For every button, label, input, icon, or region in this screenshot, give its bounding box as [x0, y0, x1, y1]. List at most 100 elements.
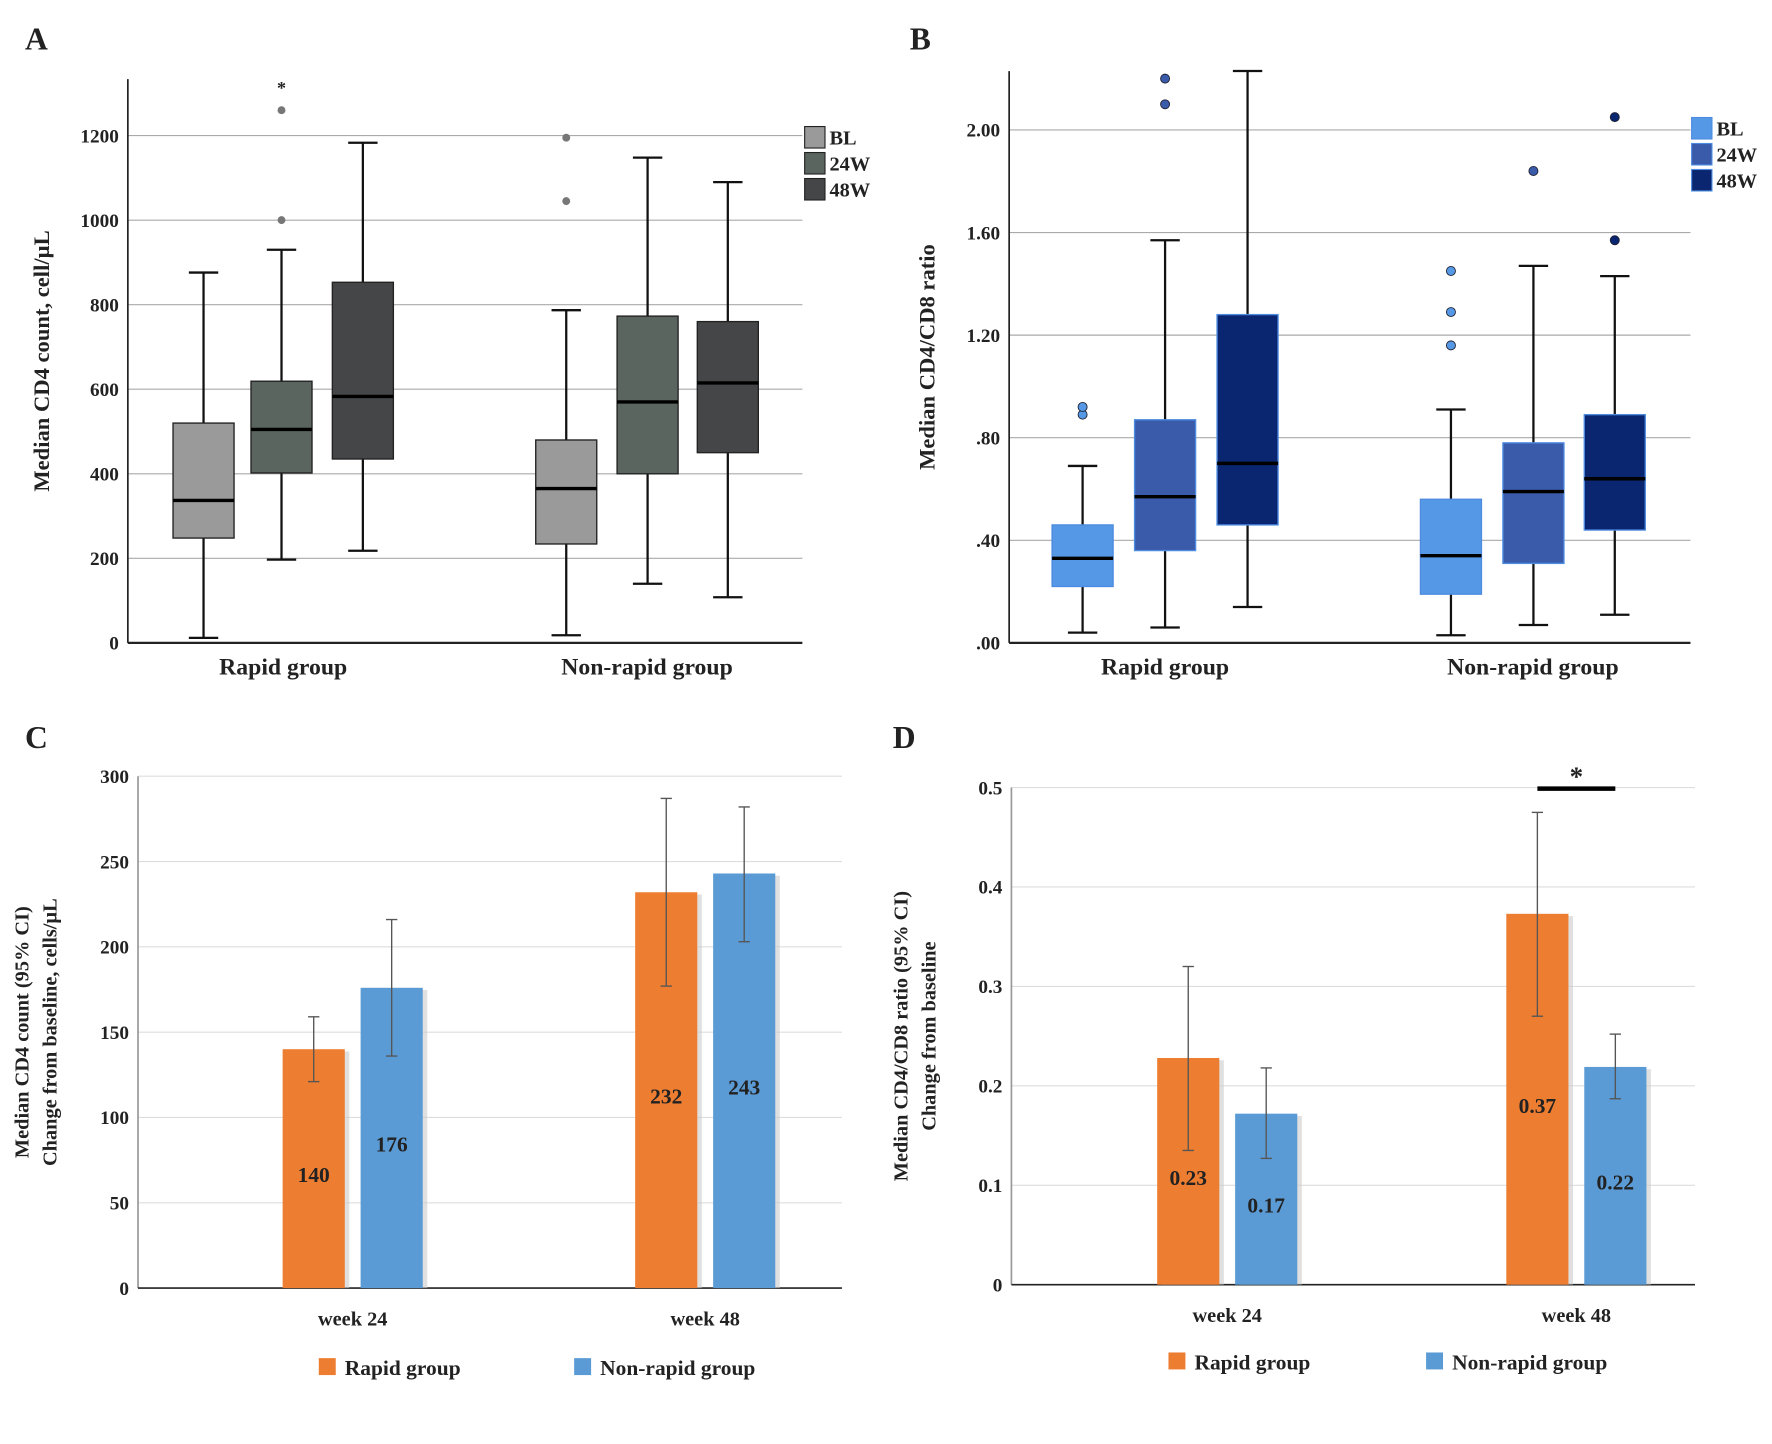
- panel-d: D 0 0.1 0.2 0.3 0.4 0.5 Median CD4/CD8 ratio (9…: [890, 720, 1696, 1374]
- panel-letter: A: [25, 22, 48, 57]
- x-category-label: week 48: [670, 1308, 739, 1330]
- box-bl: [535, 439, 598, 545]
- y-tick-label: 200: [90, 549, 119, 570]
- y-tick-label: 1.20: [967, 326, 1001, 347]
- legend-swatch: [318, 1358, 336, 1376]
- y-axis-label: Median CD4/CD8 ratio: [915, 244, 940, 470]
- extreme-point: *: [277, 78, 286, 98]
- y-tick-label: 1.60: [967, 223, 1001, 244]
- outlier-point: [1528, 166, 1539, 176]
- y-tick-label: 1000: [80, 211, 118, 232]
- legend-label: BL: [1716, 119, 1743, 141]
- panel-letter: C: [25, 720, 48, 755]
- legend-swatch: [1426, 1352, 1444, 1370]
- data-label: 0.23: [1169, 1166, 1207, 1190]
- x-category-label: week 48: [1542, 1305, 1611, 1327]
- x-category-label: Rapid group: [1101, 655, 1229, 681]
- box-48w: [696, 320, 760, 454]
- y-tick-label: 0: [109, 634, 119, 655]
- y-tick-label: 0.1: [978, 1176, 1002, 1197]
- data-label: 176: [376, 1132, 408, 1156]
- data-label: 140: [298, 1163, 330, 1187]
- y-tick-label: 1200: [80, 126, 118, 147]
- box-bl: [1419, 498, 1483, 595]
- y-tick-label: 300: [100, 767, 129, 788]
- legend-label: 48W: [1716, 171, 1757, 193]
- bar-non-rapid-group: [713, 873, 776, 1289]
- x-category-label: week 24: [318, 1308, 387, 1330]
- y-axis-label-2: Change from baseline: [919, 941, 941, 1130]
- legend-label: Rapid group: [1194, 1350, 1310, 1374]
- legend-swatch: [574, 1358, 592, 1376]
- data-label: 232: [650, 1085, 682, 1109]
- x-category-label: week 24: [1193, 1305, 1262, 1327]
- panel-c: C 0 50 100 150 200 250 300 Median CD4 count (95%…: [11, 720, 842, 1380]
- y-tick-label: .80: [976, 428, 1000, 449]
- legend-swatch: [1691, 116, 1713, 140]
- panel-a: A 0 200 400 600 800 1000 1200 Median CD4 count, …: [25, 22, 871, 681]
- outlier-point: [277, 106, 286, 115]
- box-48w: [1583, 413, 1646, 531]
- box-bl: [172, 422, 235, 539]
- outlier-point: [1160, 99, 1171, 110]
- y-axis-label: Median CD4/CD8 ratio (95% CI): [890, 891, 912, 1181]
- legend-swatch: [804, 177, 826, 201]
- legend-label: 24W: [1716, 145, 1757, 167]
- data-label: 0.17: [1247, 1194, 1285, 1218]
- y-tick-label: 200: [100, 938, 129, 959]
- y-axis-label-2: Change from baseline, cells/µL: [40, 898, 62, 1166]
- legend-label: Non-rapid group: [600, 1356, 755, 1380]
- legend-label: 24W: [830, 154, 871, 176]
- box-24w: [1133, 419, 1197, 552]
- y-tick-label: 250: [100, 852, 129, 873]
- panel-b: B .00 .40 .80 1.20 1.60 2.00 Median CD4/CD8 rat…: [910, 22, 1758, 681]
- x-category-label: Rapid group: [219, 655, 347, 681]
- outlier-point: [277, 216, 286, 225]
- bar-rapid-group: [282, 1049, 345, 1289]
- outlier-point: [562, 133, 571, 142]
- x-category-label: Non-rapid group: [1447, 655, 1619, 681]
- y-tick-label: 100: [100, 1108, 129, 1129]
- data-label: 0.37: [1519, 1094, 1557, 1118]
- y-tick-label: 150: [100, 1023, 129, 1044]
- outlier-point: [1077, 401, 1088, 412]
- y-tick-label: 400: [90, 465, 119, 486]
- legend-swatch: [1168, 1352, 1186, 1370]
- y-tick-label: 800: [90, 295, 119, 316]
- legend-label: 48W: [830, 180, 871, 202]
- y-axis-label: Median CD4 count (95% CI): [11, 906, 33, 1158]
- y-tick-label: 50: [110, 1194, 129, 1215]
- legend-label: BL: [830, 128, 857, 150]
- y-axis-label: Median CD4 count, cell/µL: [29, 230, 54, 491]
- y-tick-label: 600: [90, 380, 119, 401]
- y-tick-label: .00: [976, 634, 1000, 655]
- legend-swatch: [1691, 142, 1713, 166]
- box-24w: [1502, 442, 1565, 565]
- y-tick-label: 0: [119, 1279, 129, 1300]
- box-bl: [1051, 524, 1114, 588]
- y-tick-label: 0.3: [978, 977, 1002, 998]
- box-48w: [1216, 313, 1279, 526]
- box-24w: [250, 380, 313, 474]
- y-tick-label: 0.5: [978, 778, 1002, 799]
- panel-letter: D: [893, 720, 916, 755]
- legend-swatch: [804, 125, 826, 149]
- outlier-point: [1160, 73, 1171, 84]
- panel-letter: B: [910, 22, 931, 57]
- outlier-point: [1609, 112, 1620, 123]
- bar-non-rapid-group: [1584, 1066, 1647, 1285]
- outlier-point: [1445, 340, 1456, 351]
- y-tick-label: .40: [976, 531, 1000, 552]
- outlier-point: [1609, 235, 1620, 246]
- outlier-point: [562, 197, 571, 206]
- y-tick-label: 0.4: [978, 878, 1002, 899]
- y-tick-label: 2.00: [967, 121, 1001, 142]
- box-24w: [616, 315, 679, 475]
- data-label: 243: [728, 1075, 760, 1099]
- significance-marker: *: [1570, 761, 1584, 791]
- legend-label: Rapid group: [345, 1356, 461, 1380]
- box-48w: [331, 281, 395, 460]
- outlier-point: [1445, 307, 1456, 318]
- legend-label: Non-rapid group: [1452, 1350, 1607, 1374]
